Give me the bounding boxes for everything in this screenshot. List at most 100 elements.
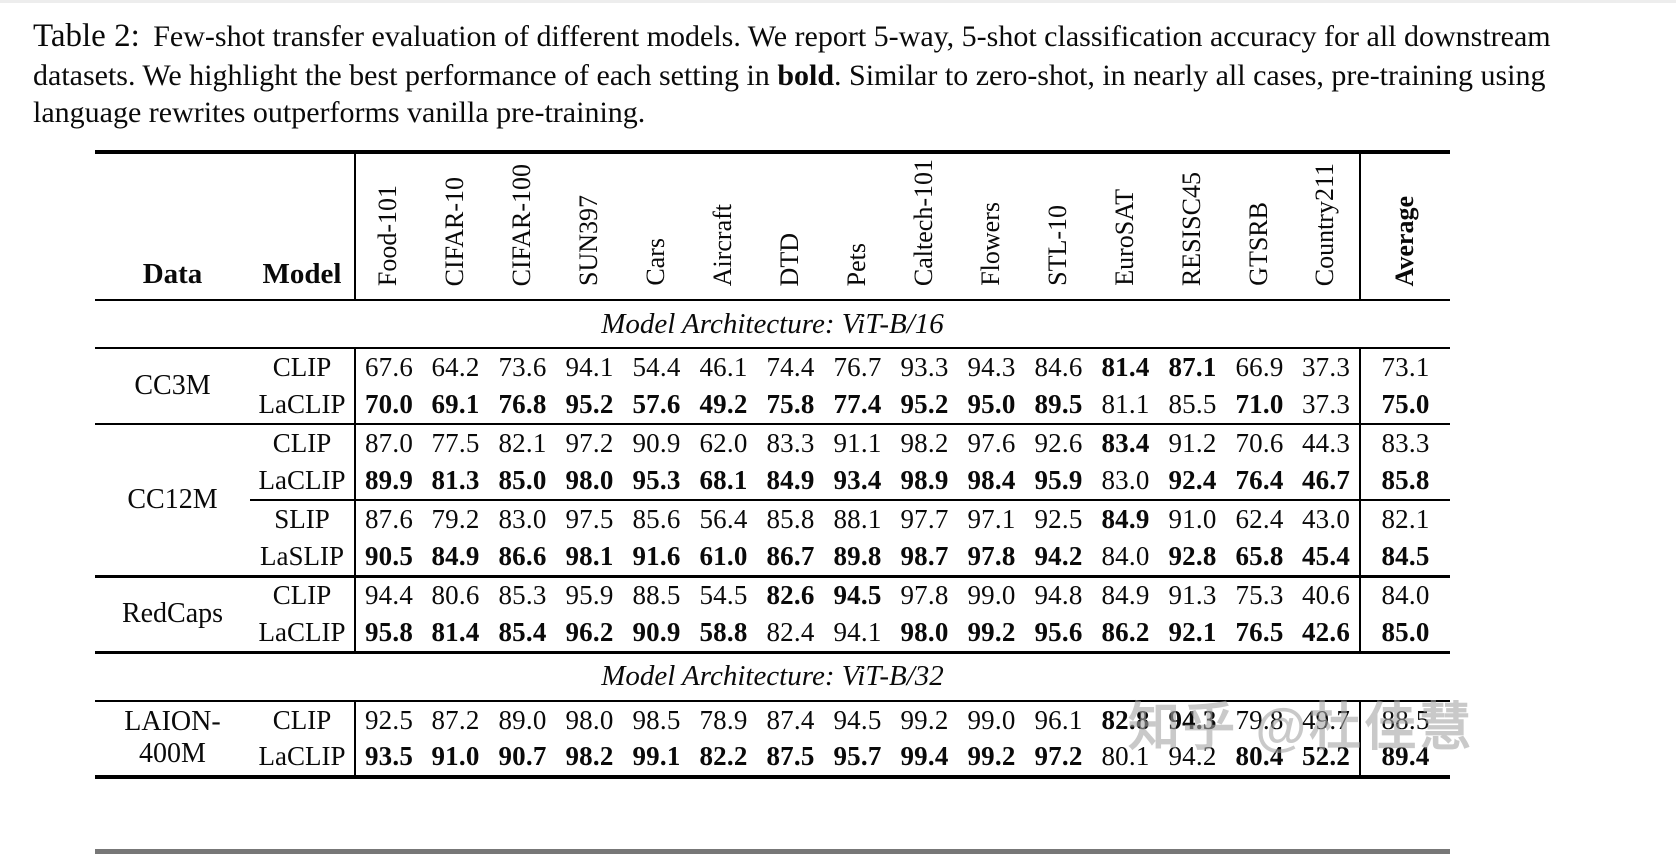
value-cell-country211: 37.3 (1301, 389, 1351, 419)
value-cell-eurosat: 84.9 (1101, 580, 1150, 611)
col-header-label-flowers: Flowers (975, 202, 1005, 286)
table-row: LaSLIP 90.5 84.9 86.6 98.1 91.6 61.0 86.7 89.8 98… (95, 538, 1450, 576)
table-row: LaCLIP 70.0 69.1 76.8 95.2 57.6 49.2 75.8 77.4 95… (95, 386, 1450, 424)
value-cell-pets: 93.4 (833, 465, 882, 495)
value-cell-resisc45: 91.2 (1168, 428, 1217, 458)
value-cell-cars: 85.6 (623, 499, 690, 538)
value-cell-sun397: 97.5 (556, 499, 623, 538)
value-cell-gtsrb: 76.5 (1235, 616, 1284, 647)
value-cell-resisc45: 91.3 (1168, 580, 1217, 611)
value-cell-dtd: 74.4 (766, 352, 815, 382)
value-cell-eurosat: 84.0 (1101, 540, 1150, 571)
model-cell-laclip: LaCLIP (258, 616, 346, 647)
value-cell-aircraft: 61.0 (699, 540, 748, 571)
value-cell-cifar-10: 84.9 (431, 540, 480, 571)
value-cell-pets: 76.7 (833, 352, 882, 382)
value-cell-aircraft: 68.1 (699, 465, 748, 495)
value-cell-gtsrb: 80.4 (1235, 741, 1284, 771)
col-header-caltech-101: Caltech-101 (891, 152, 958, 300)
value-cell-stl-10: 94.8 (1034, 580, 1083, 611)
value-cell-dtd: 86.7 (766, 540, 815, 571)
value-cell-caltech-101: 97.8 (900, 580, 949, 611)
value-cell-aircraft: 82.2 (699, 741, 748, 771)
col-header-label-cifar-100: CIFAR-100 (506, 163, 536, 286)
value-cell-food-101: 87.0 (354, 424, 422, 462)
col-header-average: Average (1359, 152, 1450, 300)
value-cell-stl-10: 92.5 (1025, 499, 1092, 538)
value-cell-cifar-10: 69.1 (431, 389, 480, 419)
col-header-sun397: SUN397 (556, 152, 623, 300)
col-header-model: Model (262, 258, 342, 290)
value-cell-sun397: 95.2 (565, 389, 614, 419)
col-header-label-pets: Pets (841, 242, 871, 286)
value-cell-average: 84.5 (1359, 538, 1450, 576)
value-cell-pets: 91.1 (833, 428, 882, 458)
col-header-label-dtd: DTD (774, 232, 804, 286)
value-cell-cars: 90.9 (632, 428, 681, 458)
model-cell-laclip: LaCLIP (258, 389, 346, 419)
value-cell-cars: 99.1 (632, 741, 681, 771)
model-cell-clip: CLIP (272, 352, 332, 382)
value-cell-food-101: 70.0 (354, 386, 422, 424)
col-header-label-food-101: Food-101 (373, 184, 402, 286)
col-header-data: Data (142, 258, 203, 290)
value-cell-resisc45: 94.3 (1168, 704, 1217, 735)
value-cell-flowers: 97.8 (967, 540, 1016, 571)
value-cell-dtd: 82.4 (766, 616, 815, 647)
col-header-label-resisc45: RESISC45 (1176, 171, 1206, 286)
group-redcaps: RedCaps CLIP 94.4 80.6 85.3 95.9 88.5 54.5 82.6 9… (95, 576, 1450, 652)
value-cell-caltech-101: 97.7 (891, 499, 958, 538)
model-cell-laclip: LaCLIP (258, 741, 346, 771)
value-cell-aircraft: 62.0 (699, 428, 748, 458)
col-header-label-caltech-101: Caltech-101 (908, 158, 938, 286)
value-cell-gtsrb: 70.6 (1235, 428, 1284, 458)
value-cell-caltech-101: 98.2 (900, 428, 949, 458)
value-cell-cifar-100: 85.0 (498, 465, 547, 495)
value-cell-sun397: 96.2 (565, 616, 614, 647)
section-header-row: Model Architecture: ViT-B/16 (95, 300, 1450, 348)
value-cell-eurosat: 82.8 (1101, 704, 1150, 735)
value-cell-average: 85.0 (1359, 614, 1450, 652)
col-header-food-101: Food-101 (354, 152, 422, 300)
value-cell-resisc45: 92.4 (1168, 465, 1217, 495)
section-architecture-label: Model Architecture: ViT-B/32 (601, 660, 944, 692)
value-cell-food-101: 67.6 (354, 348, 422, 386)
value-cell-cifar-10: 81.3 (431, 465, 480, 495)
results-table: Data Model Food-101 CIFAR-10 CIFAR-100 SUN397… (95, 150, 1450, 779)
col-header-dtd: DTD (757, 152, 824, 300)
value-cell-pets: 94.5 (833, 580, 882, 611)
table-row: LaCLIP 89.9 81.3 85.0 98.0 95.3 68.1 84.9 93.4 98… (95, 462, 1450, 500)
value-cell-aircraft: 49.2 (699, 389, 748, 419)
col-header-gtsrb: GTSRB (1226, 152, 1293, 300)
value-cell-cars: 95.3 (632, 465, 681, 495)
table-row: CC3M CLIP 67.6 64.2 73.6 94.1 54.4 46.1 74.4 76.7… (95, 348, 1450, 401)
model-cell-clip: CLIP (272, 580, 332, 611)
value-cell-average: 82.1 (1359, 499, 1450, 538)
value-cell-dtd: 83.3 (766, 428, 815, 458)
value-cell-food-101: 95.8 (354, 614, 422, 652)
value-cell-gtsrb: 76.4 (1235, 465, 1284, 495)
col-header-resisc45: RESISC45 (1159, 152, 1226, 300)
value-cell-aircraft: 78.9 (699, 704, 748, 735)
table-header: Data Model Food-101 CIFAR-10 CIFAR-100 SUN397… (95, 152, 1450, 300)
value-cell-food-101: 93.5 (354, 738, 422, 777)
value-cell-cifar-10: 91.0 (431, 741, 480, 771)
value-cell-stl-10: 89.5 (1034, 389, 1083, 419)
value-cell-flowers: 95.0 (967, 389, 1016, 419)
value-cell-caltech-101: 99.4 (900, 741, 949, 771)
value-cell-pets: 94.5 (833, 704, 882, 735)
value-cell-stl-10: 84.6 (1034, 352, 1083, 382)
col-header-label-gtsrb: GTSRB (1243, 202, 1273, 286)
value-cell-cifar-10: 64.2 (431, 352, 480, 382)
table-row: LAION-400M CLIP 92.5 87.2 89.0 98.0 98.5 78.9 87… (95, 700, 1450, 769)
col-header-label-country211: Country211 (1310, 162, 1339, 286)
value-cell-aircraft: 54.5 (699, 580, 748, 611)
value-cell-cars: 98.5 (632, 704, 681, 735)
col-header-label-sun397: SUN397 (573, 194, 603, 286)
value-cell-sun397: 98.1 (565, 540, 614, 571)
value-cell-cifar-100: 89.0 (498, 704, 547, 735)
value-cell-sun397: 95.9 (565, 580, 614, 611)
value-cell-dtd: 87.4 (766, 704, 815, 735)
value-cell-food-101: 94.4 (354, 576, 422, 614)
value-cell-eurosat: 80.1 (1101, 741, 1150, 771)
